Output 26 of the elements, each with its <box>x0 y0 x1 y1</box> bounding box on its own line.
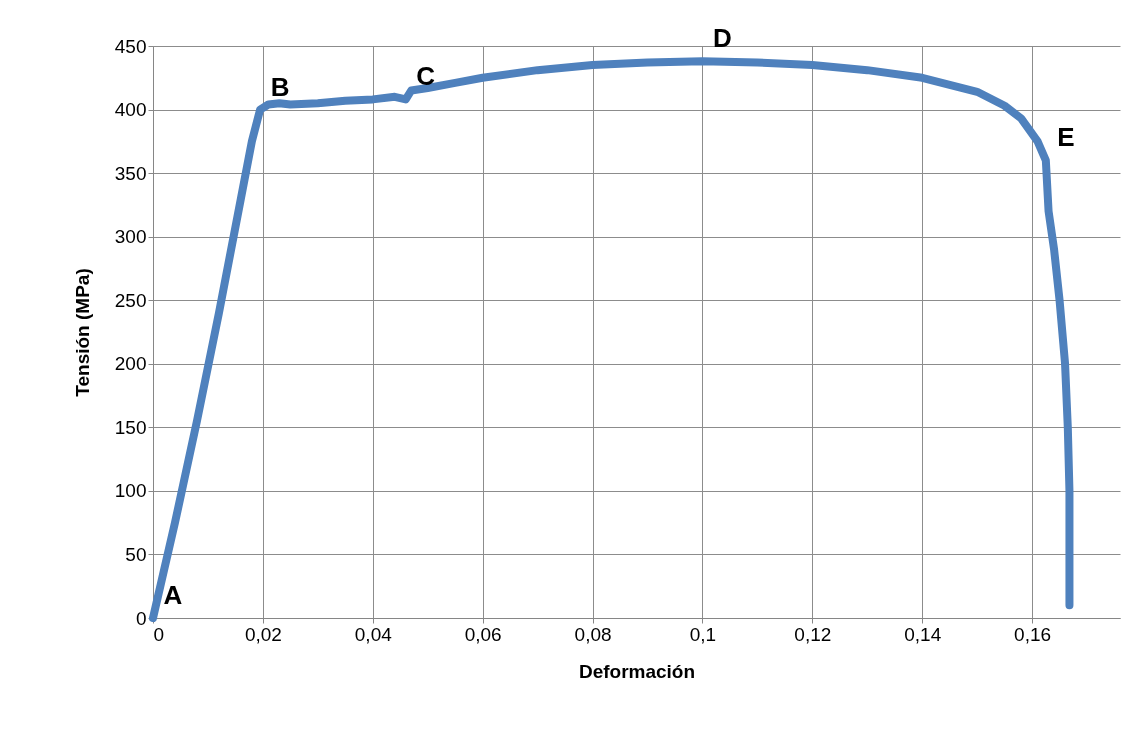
x-tick-label: 0,12 <box>794 623 832 645</box>
y-tick-label: 100 <box>114 480 147 502</box>
y-tick-label: 200 <box>114 353 147 375</box>
y-tick-label: 0 <box>135 607 147 629</box>
x-tick-label: 0,08 <box>574 623 612 645</box>
annotation: B <box>270 71 290 102</box>
y-axis-title: Tensión (MPa) <box>71 268 93 397</box>
y-tick-label: 300 <box>114 226 147 248</box>
x-tick-label: 0,04 <box>354 623 393 645</box>
y-tick-label: 350 <box>114 162 147 184</box>
y-tick-label: 400 <box>114 99 147 121</box>
annotation: E <box>1057 122 1075 153</box>
annotation: C <box>416 61 436 92</box>
annotation: A <box>163 580 183 610</box>
x-tick-label: 0 <box>153 623 165 645</box>
y-tick-label: 450 <box>114 35 147 57</box>
x-tick-label: 0,06 <box>464 623 502 645</box>
y-tick-label: 150 <box>114 416 147 438</box>
x-tick-label: 0,16 <box>1014 623 1052 645</box>
x-tick-label: 0,02 <box>244 623 282 645</box>
y-tick-label: 250 <box>114 289 147 311</box>
x-tick-label: 0,14 <box>904 623 942 645</box>
annotation: D <box>713 23 732 54</box>
x-axis-title: Deformación <box>578 660 696 682</box>
y-tick-label: 50 <box>125 543 147 565</box>
x-tick-label: 0,1 <box>689 623 717 645</box>
